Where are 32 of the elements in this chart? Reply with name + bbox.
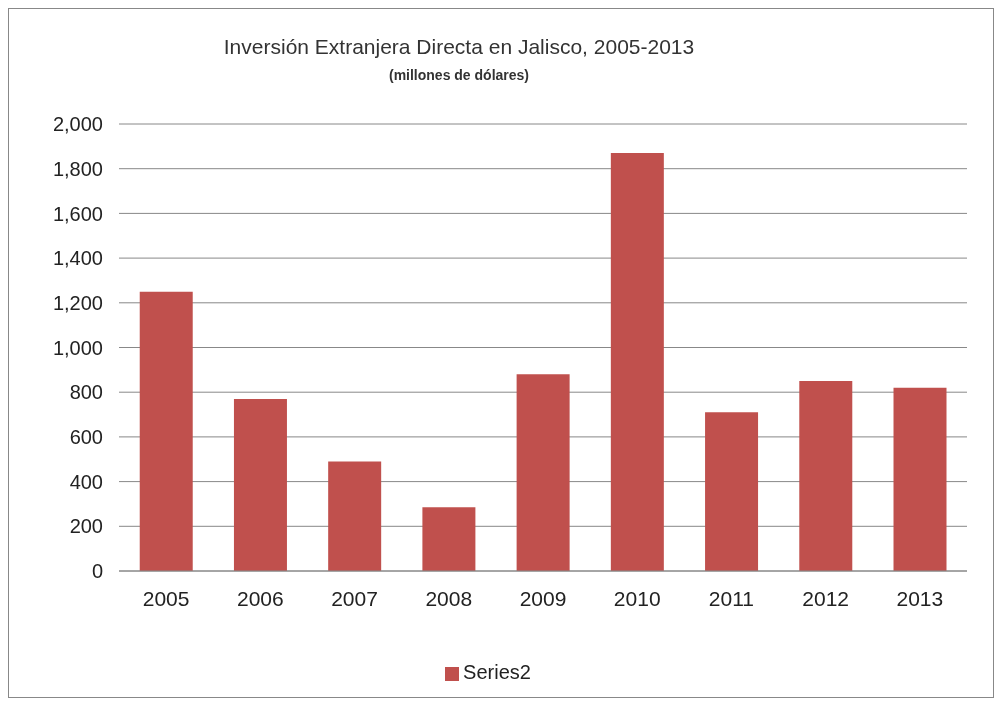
bar [139,291,193,571]
legend-label: Series2 [463,661,531,683]
y-tick-label: 800 [69,381,103,404]
x-tick-label: 2012 [802,586,850,610]
x-tick-label: 2013 [896,586,944,610]
chart-subtitle: (millones de dólares) [387,67,530,83]
y-tick-label: 2,000 [52,113,103,136]
chart-title: Inversión Extranjera Directa en Jalisco, 2005-2013 [222,35,696,59]
y-tick-label: 600 [69,426,103,448]
y-tick-label: 1,000 [52,336,103,359]
bar [610,153,664,571]
y-tick-label: 1,200 [52,291,103,314]
x-tick-label: 2009 [519,586,567,610]
y-tick-label: 0 [91,560,103,583]
bar [328,461,382,571]
x-tick-label: 2006 [236,586,284,610]
x-tick-label: 2005 [142,586,190,610]
bar [233,398,287,571]
y-tick-label: 400 [69,470,103,493]
x-tick-label: 2008 [425,586,473,610]
bar [516,374,570,571]
bar [893,387,947,571]
y-tick-label: 1,600 [52,202,103,225]
bar [422,507,476,571]
y-tick-label: 1,800 [52,157,103,180]
x-tick-label: 2010 [613,586,661,610]
y-tick-label: 200 [69,515,103,538]
x-tick-label: 2011 [708,586,755,610]
bar [705,412,759,571]
x-tick-label: 2007 [331,586,378,610]
y-tick-label: 1,400 [52,247,103,270]
bar [799,381,853,571]
